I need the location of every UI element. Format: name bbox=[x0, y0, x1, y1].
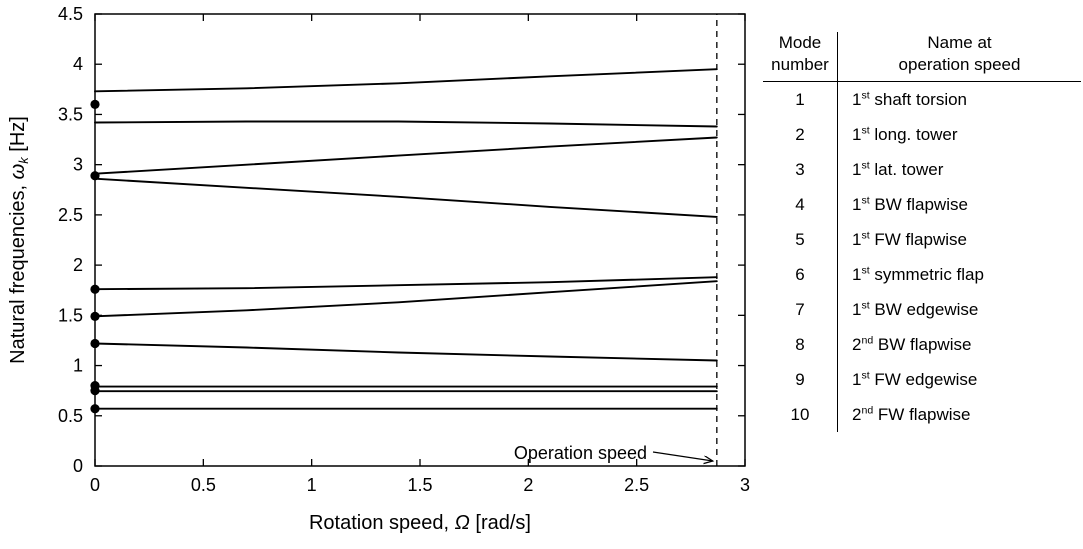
table-header: Mode number Name at operation speed bbox=[763, 32, 1081, 82]
mode-name-cell: 1st shaft torsion bbox=[837, 82, 1081, 117]
mode-number-cell: 4 bbox=[795, 195, 805, 214]
y-tick-labels: 0 0.5 1 1.5 2 2.5 3 3.5 4 4.5 bbox=[58, 4, 83, 476]
y-tick-label: 1 bbox=[73, 356, 83, 376]
x-tick-label: 0 bbox=[90, 475, 100, 495]
operation-speed-label: Operation speed bbox=[514, 443, 647, 463]
standstill-dot bbox=[90, 284, 100, 294]
standstill-dot bbox=[90, 338, 100, 349]
x-tick-label: 1.5 bbox=[407, 475, 432, 495]
mode-name-cell: 2nd BW flapwise bbox=[837, 327, 1081, 362]
y-tick-label: 2.5 bbox=[58, 205, 83, 225]
header-name-line2: operation speed bbox=[898, 55, 1021, 74]
y-tick-label: 3.5 bbox=[58, 104, 83, 124]
mode-number-cell: 2 bbox=[795, 125, 805, 144]
table-body: 1 1st shaft torsion 2 1st long. tower 3 1st l… bbox=[763, 82, 1081, 432]
standstill-dot bbox=[90, 99, 100, 109]
mode-number-cell: 5 bbox=[795, 230, 805, 249]
mode-name-cell: 1st FW flapwise bbox=[837, 222, 1081, 257]
mode-number-cell: 3 bbox=[795, 160, 805, 179]
mode-number-cell: 9 bbox=[795, 370, 805, 389]
x-tick-label: 2 bbox=[523, 475, 533, 495]
x-axis-label: Rotation speed, Ω [rad/s] bbox=[309, 512, 531, 534]
standstill-dot bbox=[90, 311, 100, 321]
y-tick-label: 2 bbox=[73, 255, 83, 275]
mode-name-cell: 1st BW flapwise bbox=[837, 187, 1081, 222]
mode-number-cell: 10 bbox=[790, 405, 810, 424]
y-tick-label: 1.5 bbox=[58, 305, 83, 325]
header-mode-line1: Mode bbox=[778, 33, 822, 52]
operation-speed-arrow bbox=[652, 451, 713, 461]
mode-number-cell: 8 bbox=[795, 335, 805, 354]
standstill-dot bbox=[90, 404, 100, 414]
y-tick-label: 0 bbox=[73, 456, 83, 476]
standstill-dot bbox=[90, 386, 100, 396]
mode-number-cell: 7 bbox=[795, 300, 805, 319]
table-header-name: Name at operation speed bbox=[837, 32, 1081, 81]
y-tick-label: 4 bbox=[73, 54, 83, 74]
y-tick-label: 4.5 bbox=[58, 4, 83, 24]
header-name-line1: Name at bbox=[927, 33, 992, 52]
standstill-dot bbox=[90, 171, 100, 181]
y-tick-label: 0.5 bbox=[58, 406, 83, 426]
table-header-mode: Mode number bbox=[763, 32, 837, 81]
series-line bbox=[94, 342, 718, 362]
mode-number-cell: 1 bbox=[795, 90, 805, 109]
series-line bbox=[94, 136, 718, 175]
x-tick-labels: 0 0.5 1 1.5 2 2.5 3 bbox=[90, 475, 750, 495]
x-tick-label: 2.5 bbox=[624, 475, 649, 495]
series-line bbox=[94, 120, 718, 128]
x-tick-label: 0.5 bbox=[191, 475, 216, 495]
standstill-dots bbox=[90, 99, 100, 414]
mode-name-cell: 1st BW edgewise bbox=[837, 292, 1081, 327]
mode-name-cell: 1st symmetric flap bbox=[837, 257, 1081, 292]
mode-name-cell: 1st lat. tower bbox=[837, 152, 1081, 187]
series-line bbox=[94, 280, 718, 318]
series-line bbox=[94, 177, 718, 218]
y-axis-label: Natural frequencies, ωk [Hz] bbox=[7, 116, 31, 364]
y-tick-label: 3 bbox=[73, 155, 83, 175]
mode-number-cell: 6 bbox=[795, 265, 805, 284]
x-axis-ticks bbox=[94, 14, 746, 466]
mode-name-cell: 2nd FW flapwise bbox=[837, 397, 1081, 432]
mode-table: Mode number Name at operation speed 1 1st… bbox=[763, 32, 1081, 432]
frequency-chart: 0 0.5 1 1.5 2 2.5 3 0 0.5 1 1.5 2 2.5 3 3.5 4 4.5 Operati… bbox=[7, 4, 750, 534]
mode-name-cell: 1st long. tower bbox=[837, 117, 1081, 152]
series-line bbox=[94, 276, 718, 291]
mode-name-cell: 1st FW edgewise bbox=[837, 362, 1081, 397]
series-lines bbox=[94, 68, 718, 410]
x-tick-label: 1 bbox=[307, 475, 317, 495]
header-mode-line2: number bbox=[771, 55, 829, 74]
x-tick-label: 3 bbox=[740, 475, 750, 495]
series-line bbox=[94, 68, 718, 93]
